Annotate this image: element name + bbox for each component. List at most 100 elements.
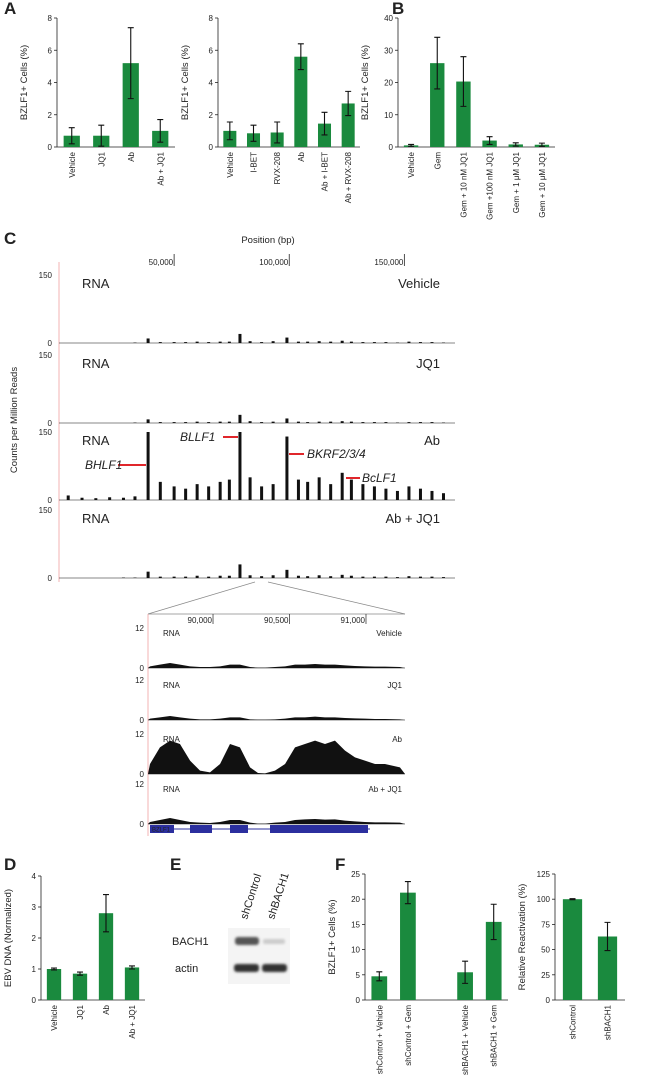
coverage-peak xyxy=(146,338,150,343)
panel-label: D xyxy=(4,855,16,874)
coverage-peak xyxy=(441,493,445,500)
y-tick-label: 20 xyxy=(384,79,393,88)
y-tick-label: 12 xyxy=(135,730,144,739)
coverage-peak xyxy=(329,576,333,578)
coverage-peak xyxy=(260,422,264,423)
error-bar xyxy=(569,898,576,901)
coverage-peak xyxy=(158,576,162,578)
y-tick-label: 4 xyxy=(209,79,214,88)
track-assay: RNA xyxy=(82,356,110,371)
x-tick-label: JQ1 xyxy=(97,151,106,166)
y-axis-label: Counts per Million Reads xyxy=(9,367,20,473)
coverage-peak xyxy=(195,575,199,578)
coverage-peak xyxy=(184,422,188,423)
coverage-peak xyxy=(218,421,222,423)
panel-label: B xyxy=(392,0,404,18)
y-tick-label: 0 xyxy=(356,996,361,1005)
blot-band xyxy=(263,939,285,944)
coverage-peak xyxy=(207,342,211,343)
coverage-peak xyxy=(430,490,434,500)
coverage-peak xyxy=(430,576,434,578)
y-tick-label: 150 xyxy=(39,351,53,360)
y-tick-label: 0 xyxy=(389,143,394,152)
coverage-peak xyxy=(361,484,365,500)
y-tick-label: 2 xyxy=(209,111,214,120)
coverage-peak xyxy=(372,486,376,500)
y-tick-label: 0 xyxy=(48,143,53,152)
error-bar xyxy=(321,111,328,136)
lane-label: shControl xyxy=(238,872,264,920)
coverage-peak xyxy=(384,422,388,423)
y-tick-label: 25 xyxy=(541,971,550,980)
coverage-peak xyxy=(361,422,365,423)
track-name: Ab xyxy=(392,735,402,744)
coverage-peak xyxy=(384,576,388,578)
coverage-peak xyxy=(441,577,445,578)
x-tick-label: Vehicle xyxy=(50,1004,59,1030)
x-tick-label: Gem + 1 μM JQ1 xyxy=(512,151,521,213)
track-assay: RNA xyxy=(163,681,181,690)
blot-background xyxy=(228,928,290,984)
x-tick-label: Vehicle xyxy=(407,151,416,177)
x-tick-label: Vehicle xyxy=(68,151,77,177)
coverage-peak xyxy=(384,488,388,500)
coverage-peak xyxy=(407,341,411,343)
x-tick-label: shBACH1 + Vehicle xyxy=(461,1004,470,1075)
coverage-peak xyxy=(195,484,199,500)
x-tick-label: Ab + JQ1 xyxy=(128,1004,137,1038)
x-tick-label: Vehicle xyxy=(226,151,235,177)
error-bar xyxy=(538,142,545,147)
y-tick-label: 150 xyxy=(39,428,53,437)
y-tick-label: 10 xyxy=(351,946,360,955)
track-assay: RNA xyxy=(82,276,110,291)
y-tick-label: 0 xyxy=(32,996,37,1005)
coverage-peak xyxy=(94,498,98,500)
coverage-peak xyxy=(317,341,321,343)
coverage-peak xyxy=(146,571,150,578)
y-tick-label: 3 xyxy=(32,903,37,912)
y-tick-label: 25 xyxy=(351,870,360,879)
coverage-peak xyxy=(238,564,242,578)
y-axis-label: BZLF1+ Cells (%) xyxy=(360,45,371,120)
track-name: JQ1 xyxy=(416,356,440,371)
coverage-peak xyxy=(158,422,162,423)
lane-label: shBACH1 xyxy=(265,871,291,921)
coverage-peak xyxy=(260,486,264,500)
coverage-peak xyxy=(271,421,275,423)
track-name: Ab xyxy=(424,433,440,448)
bar xyxy=(72,973,88,1000)
x-tick-label: Gem +100 nM JQ1 xyxy=(486,151,495,219)
y-axis-label: BZLF1+ Cells (%) xyxy=(180,45,191,120)
y-tick-label: 0 xyxy=(140,664,145,673)
track-name: Ab + JQ1 xyxy=(368,785,402,794)
error-bar xyxy=(345,90,352,117)
zoom-connector xyxy=(147,581,256,615)
y-axis-label: BZLF1+ Cells (%) xyxy=(19,45,30,120)
track-name: Ab + JQ1 xyxy=(385,511,440,526)
gene-label: BLLF1 xyxy=(180,430,215,444)
coverage-peak xyxy=(296,421,300,423)
coverage-peak xyxy=(317,421,321,423)
bar xyxy=(457,972,473,1000)
coverage-peak xyxy=(271,575,275,578)
coverage-peak xyxy=(271,341,275,343)
blot-band xyxy=(235,937,259,945)
y-tick-label: 12 xyxy=(135,780,144,789)
coverage-peak xyxy=(184,576,188,578)
x-tick-label: shControl + Gem xyxy=(404,1005,413,1066)
error-bar xyxy=(157,119,164,143)
coverage-peak xyxy=(248,341,252,343)
error-bar xyxy=(604,921,611,952)
x-tick-label: 91,000 xyxy=(341,616,366,625)
y-tick-label: 100 xyxy=(537,895,551,904)
y-tick-label: 0 xyxy=(140,716,145,725)
bar xyxy=(562,899,583,1000)
coverage-peak xyxy=(218,341,222,343)
coverage-peak xyxy=(349,479,353,500)
bar xyxy=(597,936,618,1000)
coverage-peak xyxy=(317,477,321,500)
coverage-peak xyxy=(340,421,344,423)
coverage-peak xyxy=(361,342,365,343)
blot-band xyxy=(234,964,259,972)
coverage-peak xyxy=(418,488,422,500)
